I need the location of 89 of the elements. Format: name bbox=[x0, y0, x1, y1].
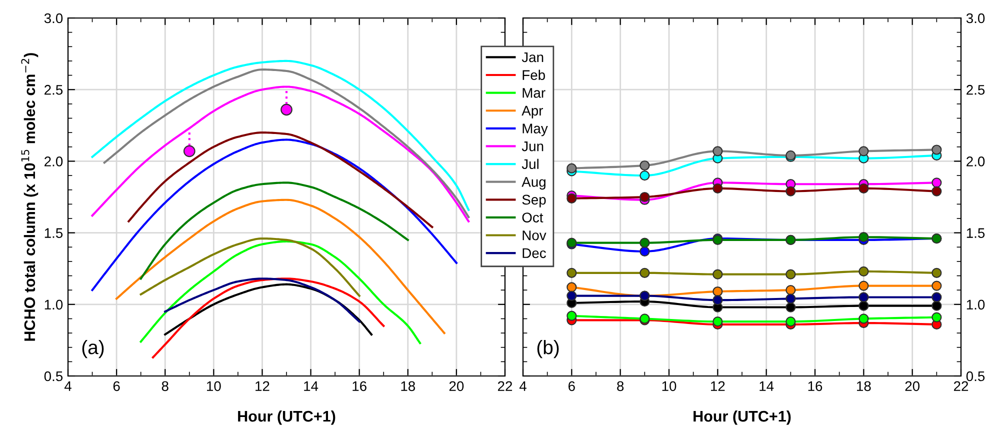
x-axis-title: Hour (UTC+1) bbox=[238, 410, 336, 425]
x-tick-label: 6 bbox=[113, 381, 120, 392]
y-tick-label: 2.5 bbox=[44, 84, 63, 95]
x-tick-label: 18 bbox=[401, 381, 416, 392]
point bbox=[640, 246, 650, 256]
x-tick-label: 10 bbox=[662, 381, 676, 392]
point bbox=[640, 170, 650, 181]
legend-label: Jul bbox=[522, 158, 538, 170]
point bbox=[712, 146, 723, 156]
x-tick-label: 12 bbox=[256, 381, 270, 391]
y-tick-label: 3.0 bbox=[44, 13, 63, 24]
legend-label: Feb bbox=[522, 70, 545, 80]
point bbox=[712, 295, 723, 306]
point bbox=[932, 300, 942, 311]
y-tick-label: 1.5 bbox=[44, 228, 63, 238]
legend-label: Jun bbox=[522, 142, 544, 152]
point bbox=[932, 144, 942, 155]
point bbox=[932, 186, 942, 196]
y-tick-label: 0.5 bbox=[44, 371, 63, 382]
legend-label: Mar bbox=[522, 88, 546, 98]
x-tick-label: 14 bbox=[760, 381, 774, 391]
point bbox=[858, 280, 869, 291]
x-tick-label: 16 bbox=[808, 381, 822, 392]
point bbox=[786, 186, 796, 196]
point bbox=[566, 163, 577, 174]
y-tick-label: 0.5 bbox=[966, 371, 985, 382]
point bbox=[932, 292, 942, 302]
point bbox=[640, 268, 650, 278]
legend-label: Apr bbox=[522, 106, 544, 118]
point bbox=[566, 282, 577, 292]
y-tick-label: 1.0 bbox=[966, 300, 985, 310]
legend-label: Jan bbox=[522, 52, 544, 62]
point bbox=[858, 314, 869, 324]
legend-label: Sep bbox=[522, 194, 546, 208]
y-tick-label: 2.0 bbox=[44, 156, 63, 166]
y-tick-label: 2.0 bbox=[966, 156, 985, 166]
x-tick-label: 4 bbox=[519, 381, 526, 391]
point bbox=[932, 280, 942, 291]
x-tick-label: 10 bbox=[207, 381, 221, 392]
x-tick-label: 8 bbox=[162, 381, 168, 392]
legend-label: Aug bbox=[522, 177, 546, 190]
point bbox=[712, 269, 723, 280]
y-tick-label: 1.5 bbox=[966, 228, 985, 238]
point bbox=[640, 238, 650, 248]
x-tick-label: 6 bbox=[568, 381, 575, 392]
x-tick-label: 14 bbox=[304, 381, 318, 391]
x-tick-label: 16 bbox=[352, 381, 366, 392]
point bbox=[858, 183, 869, 194]
x-tick-label: 20 bbox=[449, 381, 464, 392]
point bbox=[786, 269, 796, 280]
legend-label: Oct bbox=[522, 212, 544, 222]
x-axis-title: Hour (UTC+1) bbox=[694, 410, 791, 425]
point bbox=[640, 160, 650, 171]
point bbox=[786, 316, 796, 327]
point bbox=[640, 192, 650, 202]
point bbox=[858, 300, 869, 311]
point bbox=[566, 290, 577, 301]
point bbox=[566, 268, 577, 278]
legend-label: May bbox=[522, 124, 548, 136]
x-tick-label: 8 bbox=[617, 381, 624, 392]
point bbox=[858, 292, 869, 302]
point bbox=[712, 316, 723, 327]
x-tick-label: 12 bbox=[711, 381, 725, 391]
x-tick-label: 22 bbox=[954, 381, 968, 391]
y-tick-label: 2.5 bbox=[966, 84, 985, 95]
y-axis-title: HCHO total column (x 10$^{15}$ molec cm$^{−2}$) bbox=[21, 53, 38, 341]
point bbox=[932, 312, 942, 322]
point bbox=[932, 178, 942, 188]
point bbox=[858, 266, 869, 277]
legend-label: Dec bbox=[522, 248, 546, 258]
annotation: (b) bbox=[537, 340, 559, 358]
y-tick-label: 3.0 bbox=[966, 13, 985, 24]
point bbox=[786, 302, 796, 312]
x-tick-label: 20 bbox=[905, 381, 920, 392]
point bbox=[858, 232, 869, 242]
point bbox=[712, 183, 723, 194]
point bbox=[932, 268, 942, 278]
point bbox=[786, 285, 796, 296]
annotation: (a) bbox=[82, 340, 104, 358]
y-tick-label: 1.0 bbox=[44, 300, 63, 310]
point bbox=[858, 146, 869, 156]
x-tick-label: 4 bbox=[64, 381, 72, 391]
x-tick-label: 18 bbox=[857, 381, 871, 392]
point bbox=[786, 294, 796, 304]
point bbox=[712, 286, 723, 297]
x-tick-label: 22 bbox=[498, 381, 512, 391]
legend-label: Nov bbox=[522, 230, 546, 240]
point bbox=[566, 193, 577, 204]
point bbox=[566, 310, 577, 321]
